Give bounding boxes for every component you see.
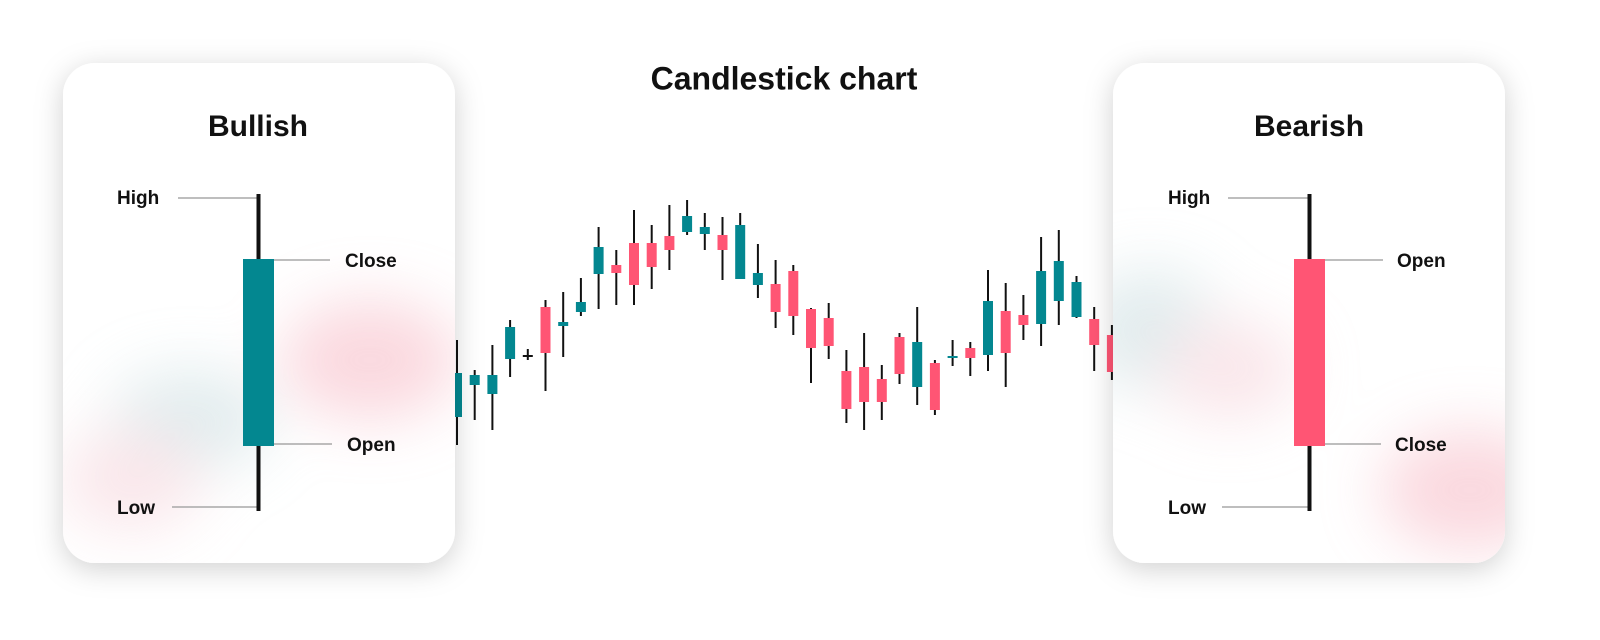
candle-body xyxy=(505,327,516,359)
candle-body xyxy=(540,307,551,353)
candle-body xyxy=(894,337,905,374)
candle-body xyxy=(646,243,657,267)
candle-body xyxy=(682,216,693,232)
panel-glow xyxy=(1113,270,1505,550)
candles xyxy=(452,200,1117,445)
candle-body xyxy=(752,273,763,285)
candle-body xyxy=(1071,282,1082,317)
panel-title: Bearish xyxy=(1254,110,1364,143)
candle-body xyxy=(1053,261,1064,301)
candle-body xyxy=(929,363,940,410)
candle-body xyxy=(788,271,799,316)
panel-glow xyxy=(63,300,455,530)
candle-body xyxy=(1000,311,1011,353)
body xyxy=(1294,259,1325,446)
label: Open xyxy=(347,435,396,456)
candle-body xyxy=(664,236,675,250)
label: High xyxy=(117,188,159,209)
candle-body xyxy=(841,371,852,409)
label: Open xyxy=(1397,251,1446,272)
chart-title: Candlestick chart xyxy=(651,60,918,96)
candle-body xyxy=(558,322,569,326)
candle-body xyxy=(452,373,462,417)
candle-body xyxy=(611,265,622,273)
candle-body xyxy=(770,284,781,312)
bullish-panel: Bullish High Close Open Low xyxy=(63,63,455,563)
candle-body xyxy=(1089,319,1100,345)
label: Close xyxy=(1395,435,1447,456)
candle-body xyxy=(983,301,993,355)
candle-body xyxy=(859,367,870,402)
candle-body xyxy=(947,356,958,358)
body xyxy=(243,259,274,446)
panel-title: Bullish xyxy=(208,110,308,143)
label: Close xyxy=(345,251,397,272)
candle-body xyxy=(487,375,498,394)
bearish-panel: Bearish High Open Close Low xyxy=(1113,63,1505,563)
candle-body xyxy=(1018,315,1029,325)
candle-body xyxy=(735,225,746,279)
label: Low xyxy=(1168,498,1206,519)
candle-body xyxy=(522,355,533,357)
candle-body xyxy=(876,379,887,402)
candle-body xyxy=(629,243,639,285)
candle-body xyxy=(965,348,976,358)
candle-body xyxy=(469,375,480,385)
label: Low xyxy=(117,498,155,519)
candle-body xyxy=(912,342,923,387)
candle-body xyxy=(575,302,586,312)
candle-body xyxy=(823,318,834,346)
candle-body xyxy=(699,227,710,234)
label: High xyxy=(1168,188,1210,209)
candle-body xyxy=(1106,335,1117,372)
candle-body xyxy=(593,247,604,274)
candle-body xyxy=(1036,271,1047,324)
candle-body xyxy=(806,309,816,348)
candle-body xyxy=(717,235,728,250)
